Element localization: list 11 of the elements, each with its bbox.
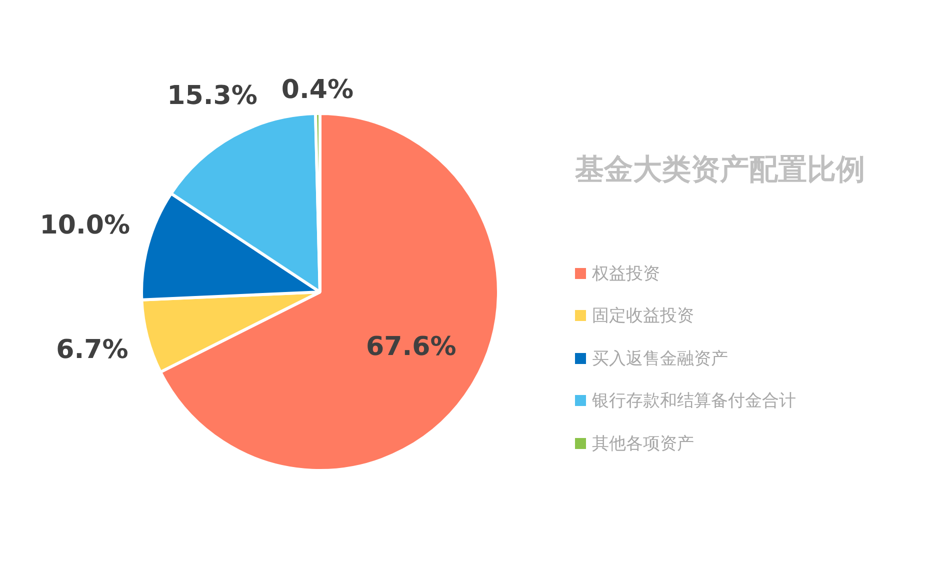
legend-label: 固定收益投资 <box>592 305 694 328</box>
legend-label: 银行存款和结算备付金合计 <box>592 390 796 412</box>
legend-label: 权益投资 <box>592 262 660 285</box>
data-label: 0.4% <box>281 74 354 105</box>
legend-label: 买入返售金融资产 <box>592 348 728 370</box>
data-label: 67.6% <box>366 332 456 362</box>
text: 基金大类资产配置比例 <box>575 151 865 188</box>
data-label: 10.0% <box>40 210 130 241</box>
data-label: 6.7% <box>56 335 128 366</box>
legend-label: 其他各项资产 <box>592 432 694 455</box>
data-label: 15.3% <box>167 81 258 112</box>
